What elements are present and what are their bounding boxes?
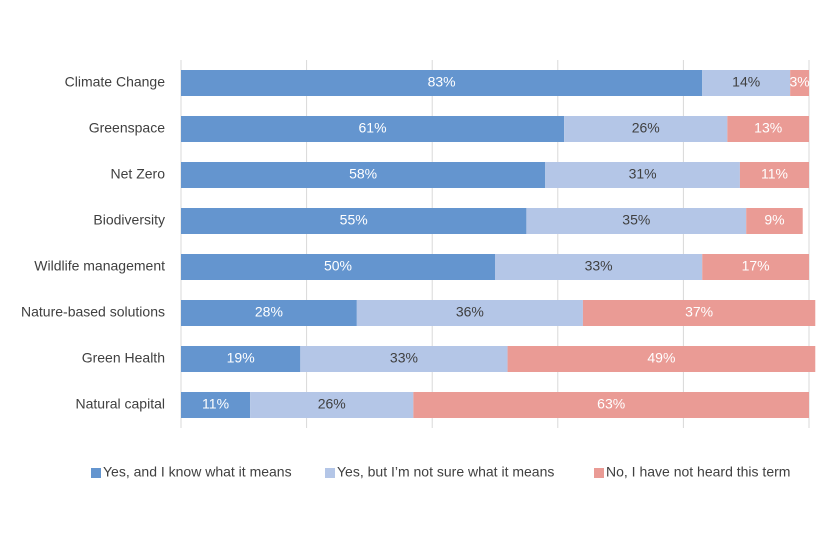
- bar-segment: [507, 346, 816, 372]
- bar-segment: [181, 254, 495, 280]
- data-label: 31%: [629, 166, 657, 182]
- bar-segment: [181, 116, 565, 142]
- data-label: 9%: [764, 212, 784, 228]
- bar-segment: [181, 392, 251, 418]
- legend-label: No, I have not heard this term: [606, 464, 790, 480]
- bar-segment: [526, 208, 747, 234]
- category-label: Net Zero: [111, 166, 166, 182]
- bar-segment: [250, 392, 414, 418]
- bar-segment: [790, 70, 809, 96]
- data-label: 13%: [754, 120, 782, 136]
- data-label: 37%: [685, 304, 713, 320]
- data-label: 63%: [597, 396, 625, 412]
- legend-swatch: [91, 468, 101, 478]
- bar-segment: [746, 208, 803, 234]
- data-label: 61%: [359, 120, 387, 136]
- data-label: 14%: [732, 74, 760, 90]
- category-label: Green Health: [82, 350, 165, 366]
- bar-segment: [300, 346, 508, 372]
- data-label: 58%: [349, 166, 377, 182]
- bar-segment: [413, 392, 809, 418]
- data-label: 11%: [202, 396, 229, 412]
- data-label: 49%: [647, 350, 675, 366]
- data-label: 28%: [255, 304, 283, 320]
- bar-segment: [702, 70, 791, 96]
- category-label: Biodiversity: [93, 212, 165, 228]
- legend-swatch: [594, 468, 604, 478]
- data-label: 33%: [585, 258, 613, 274]
- category-label: Greenspace: [89, 120, 165, 136]
- category-label: Wildlife management: [34, 258, 165, 274]
- data-label: 55%: [340, 212, 368, 228]
- bar-segment: [564, 116, 728, 142]
- bar-segment: [545, 162, 740, 188]
- legend-label: Yes, but I’m not sure what it means: [337, 464, 554, 480]
- bar-segment: [181, 346, 301, 372]
- bar-segment: [739, 162, 809, 188]
- category-label: Natural capital: [76, 396, 166, 412]
- legend-swatch: [325, 468, 335, 478]
- bar-segment: [702, 254, 809, 280]
- data-label: 26%: [318, 396, 346, 412]
- bar-segment: [181, 70, 703, 96]
- category-label: Climate Change: [65, 74, 166, 90]
- data-label: 83%: [428, 74, 456, 90]
- data-label: 50%: [324, 258, 352, 274]
- bar-segment: [356, 300, 583, 326]
- bar-segment: [495, 254, 703, 280]
- data-label: 19%: [227, 350, 255, 366]
- data-label: 33%: [390, 350, 418, 366]
- data-label: 26%: [632, 120, 660, 136]
- legend-label: Yes, and I know what it means: [103, 464, 292, 480]
- bar-segment: [181, 300, 357, 326]
- data-label: 3%: [789, 74, 809, 90]
- data-label: 11%: [761, 166, 788, 182]
- bar-segment: [727, 116, 809, 142]
- bar-segment: [181, 162, 546, 188]
- data-label: 35%: [622, 212, 650, 228]
- data-label: 17%: [742, 258, 770, 274]
- bar-segment: [181, 208, 527, 234]
- category-label: Nature-based solutions: [21, 304, 165, 320]
- data-label: 36%: [456, 304, 484, 320]
- bar-segment: [582, 300, 816, 326]
